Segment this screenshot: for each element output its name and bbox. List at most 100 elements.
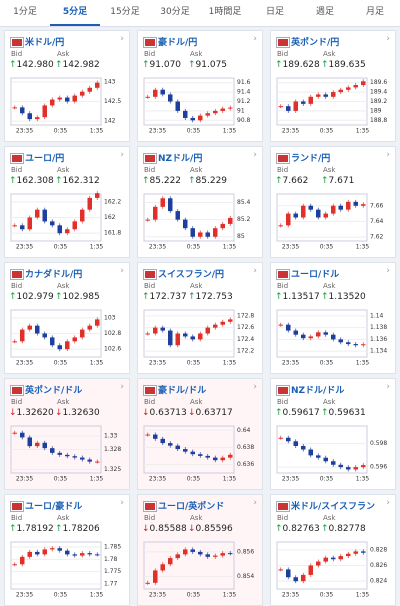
trend-arrow: ↑ <box>321 60 329 70</box>
x-tick-label: 23:35 <box>16 128 33 135</box>
tab[interactable]: 30分足 <box>160 7 190 17</box>
candle-body <box>213 228 218 237</box>
mini-chart: 85.4 85.2 85 23:35 0:35 1:35 <box>143 193 251 251</box>
tab[interactable]: 15分足 <box>110 7 140 17</box>
plot-frame <box>276 193 368 242</box>
candle-body <box>80 457 85 460</box>
bid-price: 189.628 <box>282 60 320 70</box>
rate-card[interactable]: スイスフラン/円 › Bid Ask ↑172.737 ↑172.753 172.8 172.… <box>137 262 263 374</box>
candle-body <box>145 582 150 584</box>
x-tick-label: 1:35 <box>356 592 370 599</box>
bid-value: ↑172.737 <box>142 292 187 302</box>
x-tick-label: 1:35 <box>223 592 237 599</box>
y-tick-label: 7.64 <box>370 218 384 225</box>
ask-label: Ask <box>323 282 336 290</box>
pair-name: 英ポンド/円 <box>291 38 340 48</box>
tab[interactable]: 月足 <box>365 7 384 17</box>
bid-label: Bid <box>144 398 156 406</box>
chevron: › <box>120 150 124 160</box>
y-tick-label: 1.134 <box>370 348 387 355</box>
rate-card[interactable]: NZドル/円 › Bid Ask ↑85.222 ↑85.229 85.4 85.2 85 23:… <box>137 146 263 258</box>
rate-card[interactable]: 米ドル/スイスフラン › Bid Ask ↑0.82763 ↑0.82778 0.828 0.… <box>270 494 396 606</box>
bid-price: 1.32620 <box>16 408 54 418</box>
rate-card[interactable]: 英ポンド/ドル › Bid Ask ↓1.32620 ↓1.32630 1.33 1.328 1… <box>4 378 130 490</box>
candle-body <box>168 558 173 565</box>
plot-frame <box>143 309 235 358</box>
bid-price: 142.980 <box>16 60 54 70</box>
y-tick-label: 0.856 <box>237 548 254 555</box>
candle-body <box>42 105 47 118</box>
rate-card[interactable]: 英ポンド/円 › Bid Ask ↑189.628 ↑189.635 189.6 189.4 1… <box>270 30 396 142</box>
candle-body <box>323 557 328 562</box>
rate-card[interactable]: ランド/円 › Bid Ask ↑7.662 ↑7.671 7.66 7.64 7.62 23:3… <box>270 146 396 258</box>
ask-price: 1.78206 <box>62 524 100 534</box>
candle-body <box>331 92 336 97</box>
candle-body <box>338 89 343 93</box>
candle-body <box>95 82 100 88</box>
rate-card[interactable]: 豪ドル/ドル › Bid Ask ↓0.63713 ↓0.63717 0.64 0.638 0.… <box>137 378 263 490</box>
trend-arrow: ↑ <box>9 176 17 186</box>
tab[interactable]: 週足 <box>315 7 334 17</box>
bid-label: Bid <box>277 50 289 58</box>
chevron: › <box>386 382 390 392</box>
bid-label: Bid <box>11 166 23 174</box>
x-tick-label: 0:35 <box>320 360 334 367</box>
bid-value: ↑0.82763 <box>275 524 320 534</box>
ask-label: Ask <box>190 398 203 406</box>
x-tick-label: 23:35 <box>282 476 299 483</box>
candle-body <box>35 442 40 447</box>
pair-name: スイスフラン/円 <box>158 270 225 280</box>
candle-body <box>80 91 85 96</box>
candle-body <box>293 577 298 582</box>
candle-body <box>190 451 195 455</box>
ask-value: ↑1.78206 <box>55 524 100 534</box>
y-tick-label: 172.8 <box>237 312 254 319</box>
rate-card[interactable]: 豪ドル/円 › Bid Ask ↑91.070 ↑91.075 91.6 91.4 91.2 91… <box>137 30 263 142</box>
trend-arrow: ↑ <box>142 60 150 70</box>
bid-price: 172.737 <box>149 292 187 302</box>
candle-body <box>72 554 77 556</box>
candle-body <box>65 97 70 102</box>
candle-body <box>87 197 92 210</box>
bid-value: ↓0.63713 <box>142 408 187 418</box>
y-tick-label: 189 <box>370 107 382 114</box>
candle-body <box>50 448 55 453</box>
bid-label: Bid <box>11 514 23 522</box>
rate-card[interactable]: ユーロ/円 › Bid Ask ↑162.308 ↑162.312 162.2 162 161.… <box>4 146 130 258</box>
y-tick-label: 0.598 <box>370 440 387 447</box>
trend-arrow: ↑ <box>55 176 63 186</box>
candle-body <box>338 339 343 343</box>
bid-value: ↑1.13517 <box>275 292 320 302</box>
x-tick-label: 1:35 <box>223 360 237 367</box>
ask-price: 85.229 <box>195 176 228 186</box>
rate-card[interactable]: ユーロ/英ポンド › Bid Ask ↓0.85588 ↓0.85596 0.856 0.85… <box>137 494 263 606</box>
x-tick-label: 23:35 <box>149 592 166 599</box>
timeframe-tabs: 1分足 5分足 15分足 30分足 1時間足 日足 週足 月足 <box>0 0 400 27</box>
rate-card[interactable]: カナダドル/円 › Bid Ask ↑102.979 ↑102.985 103 102.8 10… <box>4 262 130 374</box>
ask-label: Ask <box>57 282 70 290</box>
candle-body <box>168 198 173 212</box>
tab[interactable]: 1時間足 <box>208 7 242 17</box>
candle-body <box>278 225 283 227</box>
x-tick-label: 0:35 <box>320 592 334 599</box>
rate-card[interactable]: ユーロ/豪ドル › Bid Ask ↑1.78192 ↑1.78206 1.785 1.78 1… <box>4 494 130 606</box>
candle-body <box>316 94 321 97</box>
rate-card[interactable]: NZドル/ドル › Bid Ask ↑0.59617 ↑0.59631 0.598 0.596… <box>270 378 396 490</box>
x-tick-label: 1:35 <box>223 128 237 135</box>
ask-value: ↑91.075 <box>188 60 227 70</box>
trend-arrow: ↑ <box>142 292 150 302</box>
y-tick-label: 1.33 <box>104 433 118 440</box>
tab[interactable]: 1分足 <box>13 7 37 17</box>
candle-body <box>175 101 180 111</box>
rate-card[interactable]: ユーロ/ドル › Bid Ask ↑1.13517 ↑1.13520 1.14 1.138 1.… <box>270 262 396 374</box>
tab[interactable]: 5分足 <box>50 0 100 26</box>
tab[interactable]: 日足 <box>265 7 284 17</box>
bid-price: 7.662 <box>282 176 309 186</box>
mini-chart: 1.33 1.328 1.325 23:35 0:35 1:35 <box>10 425 121 483</box>
candle-body <box>286 213 291 226</box>
bid-value: ↑142.980 <box>9 60 54 70</box>
y-tick-label: 172.2 <box>237 348 254 355</box>
ask-value: ↑0.82778 <box>321 524 366 534</box>
x-tick-label: 23:35 <box>282 128 299 135</box>
rate-card[interactable]: 米ドル/円 › Bid Ask ↑142.980 ↑142.982 143 142.5 142 2… <box>4 30 130 142</box>
